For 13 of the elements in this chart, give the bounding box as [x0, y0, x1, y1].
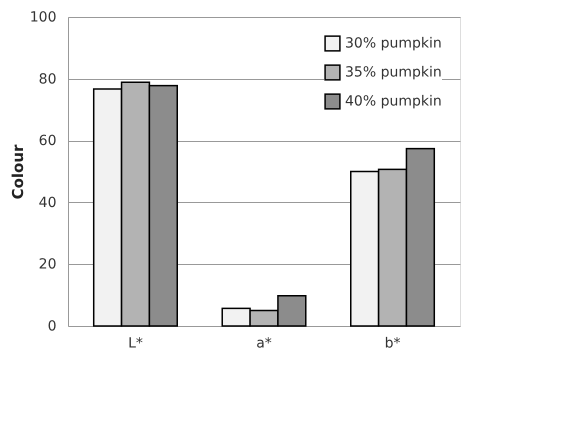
- y-tick-label: 60: [38, 133, 56, 150]
- legend-label: 35% pumpkin: [345, 64, 442, 80]
- x-tick-label: L*: [128, 336, 143, 352]
- y-tick-label: 100: [30, 10, 56, 26]
- y-tick-label: 40: [38, 194, 56, 211]
- legend-label: 30% pumpkin: [345, 36, 442, 52]
- legend-label: 40% pumpkin: [345, 94, 442, 110]
- y-tick-label: 0: [48, 318, 56, 334]
- y-tick-label: 80: [38, 71, 56, 88]
- x-tick-label: a*: [256, 336, 272, 352]
- x-tick-label: b*: [384, 336, 400, 352]
- y-axis-title: Colour: [8, 144, 27, 200]
- y-tick-label: 20: [38, 256, 56, 273]
